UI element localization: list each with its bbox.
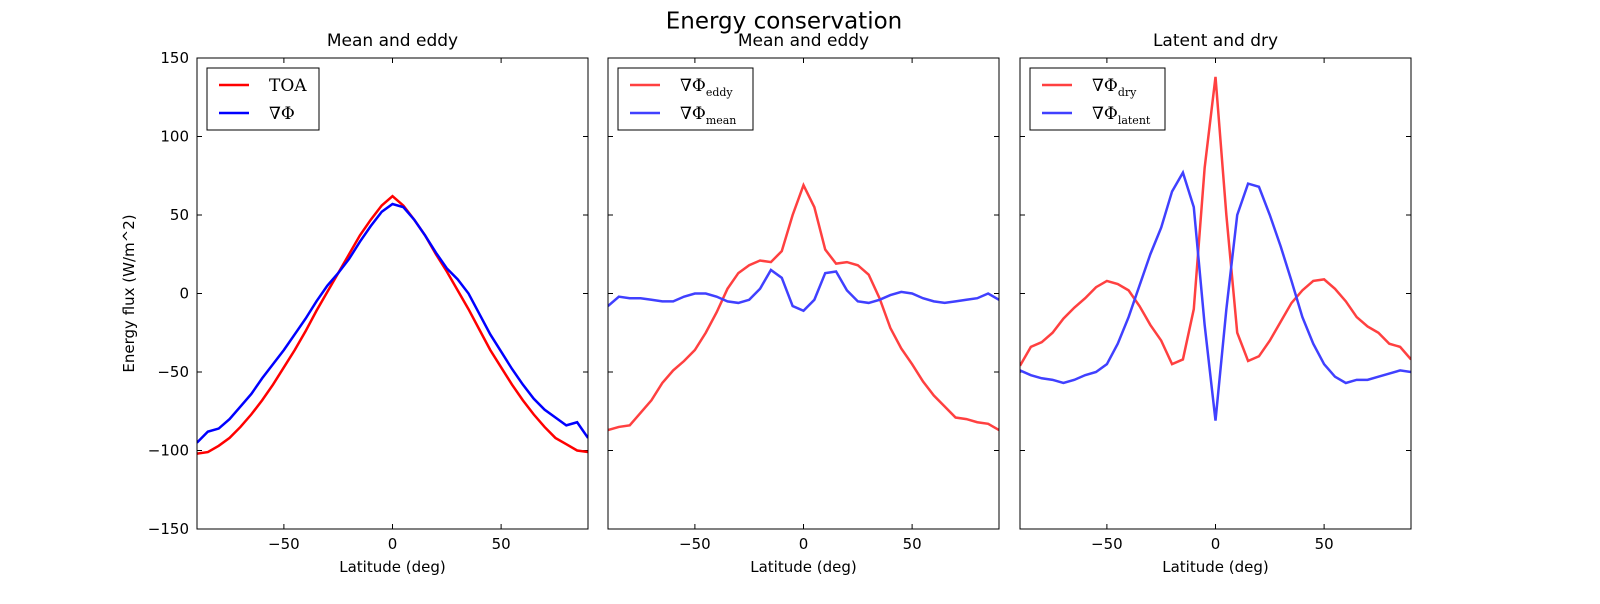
- x-tick-label: 0: [1211, 535, 1221, 553]
- y-tick-label: −50: [157, 363, 189, 381]
- y-tick-label: 100: [160, 128, 189, 146]
- legend-name: TOA: [269, 76, 307, 96]
- series-line: [1020, 76, 1411, 367]
- legend-subscript: mean: [706, 114, 737, 127]
- legend-subscript: eddy: [706, 86, 734, 99]
- series-line: [197, 194, 588, 455]
- subplot-title: Latent and dry: [1153, 31, 1278, 51]
- legend-name: ∇Φ: [680, 76, 706, 96]
- legend-box: [206, 67, 320, 131]
- y-tick-label: −150: [148, 520, 189, 538]
- x-tick-label: 50: [492, 535, 511, 553]
- x-tick-label: 50: [903, 535, 922, 553]
- legend-label: ∇Φdry: [1092, 76, 1137, 99]
- legend-label: ∇Φlatent: [1092, 104, 1151, 127]
- legend-label: TOA: [269, 76, 307, 96]
- x-axis-label: Latitude (deg): [750, 558, 856, 576]
- legend-subscript: latent: [1118, 114, 1151, 127]
- x-axis-label: Latitude (deg): [1162, 558, 1268, 576]
- legend-label: ∇Φeddy: [680, 76, 733, 99]
- y-tick-label: 150: [160, 49, 189, 67]
- figure-title: Energy conservation: [666, 9, 902, 35]
- axes-frame: [607, 57, 1000, 530]
- legend-subscript: dry: [1118, 86, 1137, 99]
- legend-name: ∇Φ: [680, 104, 706, 124]
- subplot: Mean and eddy Latitude (deg) Energy flux (…: [120, 31, 589, 576]
- legend-label: ∇Φ: [269, 104, 295, 124]
- y-axis-label: Energy flux (W/m^2): [120, 214, 138, 372]
- legend-name: ∇Φ: [1092, 76, 1118, 96]
- x-tick-label: −50: [1091, 535, 1123, 553]
- legend-name: ∇Φ: [269, 104, 295, 124]
- subplot-title: Mean and eddy: [327, 31, 458, 51]
- series-line: [1020, 169, 1411, 421]
- y-tick-label: 0: [179, 285, 189, 303]
- x-tick-label: 50: [1315, 535, 1334, 553]
- y-tick-label: 50: [170, 206, 189, 224]
- y-tick-label: −100: [148, 442, 189, 460]
- axes-frame: [1019, 57, 1412, 530]
- legend-name: ∇Φ: [1092, 104, 1118, 124]
- legend-box: [617, 67, 754, 131]
- legend-box: [1029, 67, 1166, 131]
- legend-label: ∇Φmean: [680, 104, 736, 127]
- axes-frame: [196, 57, 589, 530]
- series-line: [608, 181, 999, 432]
- x-tick-label: −50: [268, 535, 300, 553]
- subplot-title: Mean and eddy: [738, 31, 869, 51]
- series-line: [608, 268, 999, 313]
- series-line: [197, 202, 588, 444]
- x-tick-label: −50: [679, 535, 711, 553]
- x-axis-label: Latitude (deg): [339, 558, 445, 576]
- x-tick-label: 0: [799, 535, 809, 553]
- x-tick-label: 0: [388, 535, 398, 553]
